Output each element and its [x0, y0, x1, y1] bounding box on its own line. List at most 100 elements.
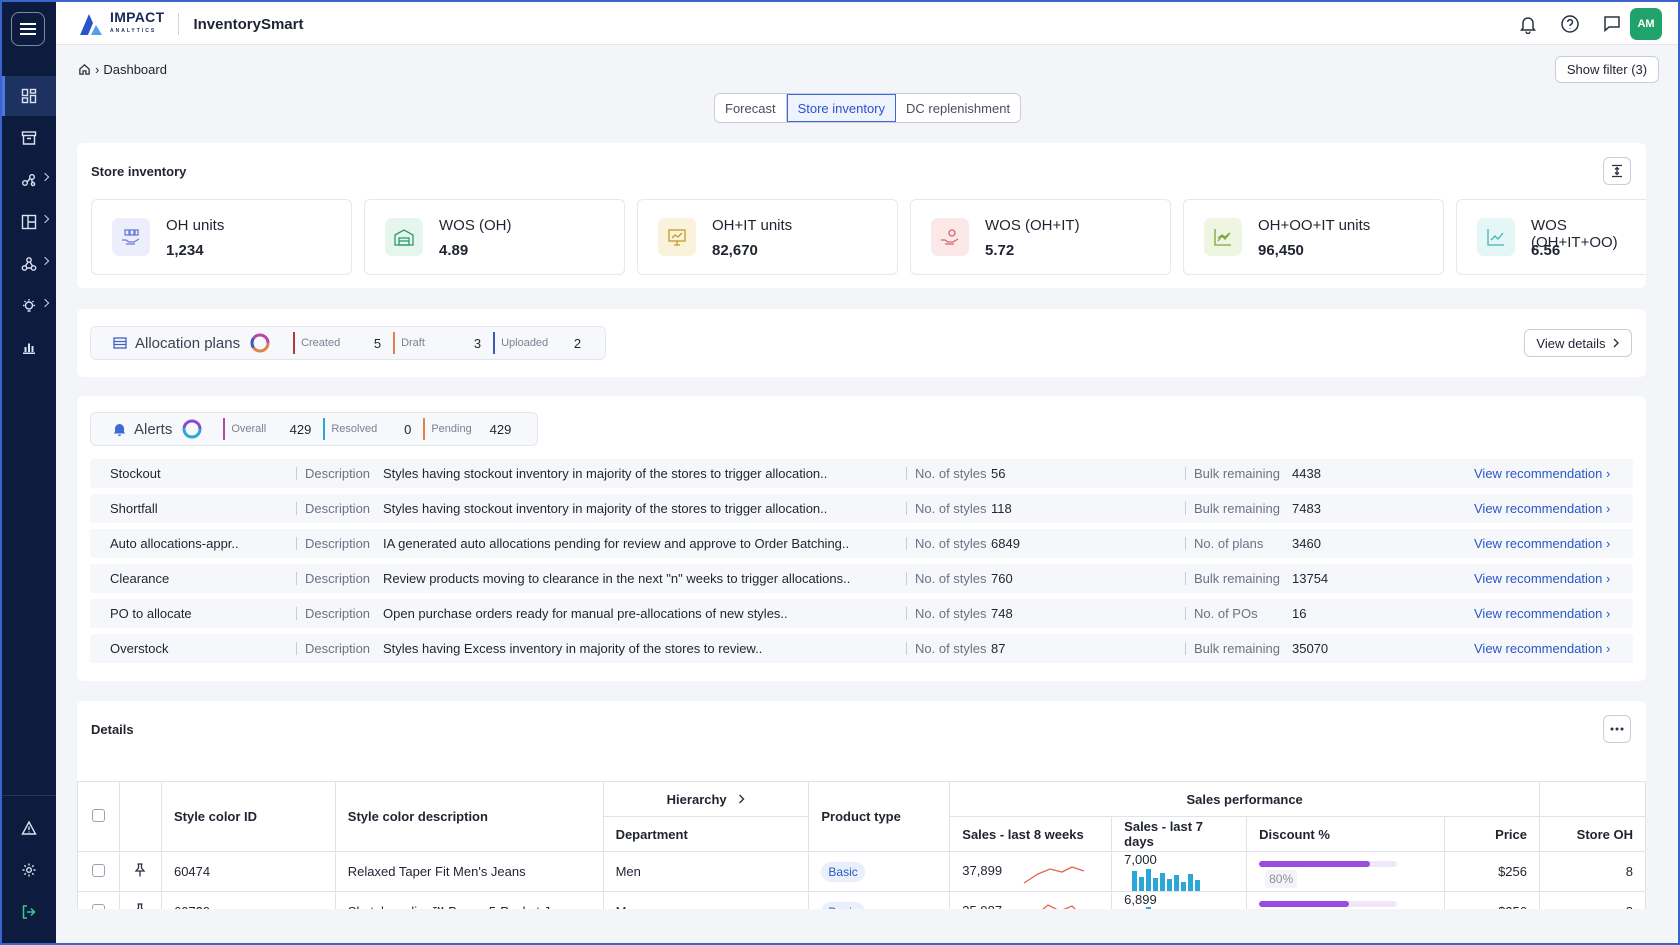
breadcrumb-current[interactable]: Dashboard	[103, 62, 167, 77]
stat-value: 2	[573, 335, 582, 351]
tab-store-inventory[interactable]: Store inventory	[786, 94, 897, 122]
discount-cell: 65%	[1246, 891, 1446, 909]
product-type-tag: Basic	[821, 862, 865, 882]
avatar[interactable]: AM	[1630, 8, 1662, 40]
alert-metric-1-value: 118	[991, 501, 1012, 516]
nav-integrations[interactable]	[2, 244, 56, 284]
stat-value: 429	[289, 421, 312, 437]
show-filter-button[interactable]: Show filter (3)	[1555, 56, 1659, 83]
view-recommendation-link[interactable]: View recommendation ›	[1474, 501, 1611, 516]
nav-dashboard[interactable]	[2, 76, 56, 116]
alert-metric-2-value: 3460	[1292, 536, 1321, 551]
kpi-value: 6.56	[1531, 242, 1561, 259]
kpi-wos-oh-it[interactable]: WOS (OH+IT) 5.72	[910, 199, 1171, 275]
view-recommendation-link[interactable]: View recommendation ›	[1474, 466, 1611, 481]
header-price[interactable]: Price	[1444, 816, 1540, 852]
sales-8w-cell: 35,987	[949, 891, 1113, 909]
kpi-label: WOS (OH)	[439, 217, 512, 234]
more-options-button[interactable]	[1603, 715, 1631, 743]
header-style-color-id[interactable]: Style color ID	[160, 781, 336, 852]
alert-name: Overstock	[110, 641, 169, 656]
nav-archive[interactable]	[2, 118, 56, 158]
product-type-cell: Basic	[808, 851, 951, 892]
header-empty	[1538, 781, 1646, 817]
price: $256	[1444, 891, 1540, 909]
header-style-color-description[interactable]: Style color description	[334, 781, 604, 852]
brand-subtitle: ANALYTICS	[110, 28, 157, 34]
product-type-cell: Basic	[808, 891, 951, 909]
pin-icon[interactable]	[134, 863, 146, 877]
bell-icon[interactable]	[1518, 14, 1538, 34]
nav-insights[interactable]	[2, 286, 56, 326]
alert-name: Stockout	[110, 466, 161, 481]
header-sales-last-7-days[interactable]: Sales - last 7 days	[1111, 816, 1248, 852]
more-horizontal-icon	[1610, 727, 1624, 731]
alert-name: PO to allocate	[110, 606, 192, 621]
column-divider	[296, 467, 297, 480]
table-row[interactable]: 60729Skateboarding™ Baggy 5-Pocket Jeans…	[77, 891, 1646, 909]
column-divider	[906, 642, 907, 655]
sales-7d-cell: 7,000	[1111, 851, 1248, 892]
stat-resolved: Resolved 0	[323, 418, 415, 440]
kpi-oh-it-units[interactable]: OH+IT units 82,670	[637, 199, 898, 275]
impact-logo-icon	[80, 14, 102, 35]
kpi-wos-oh[interactable]: WOS (OH) 4.89	[364, 199, 625, 275]
header-discount[interactable]: Discount %	[1246, 816, 1446, 852]
header-store-oh[interactable]: Store OH	[1538, 816, 1646, 852]
view-details-label: View details	[1536, 335, 1606, 351]
nav-logout[interactable]	[2, 892, 56, 932]
alert-description-label: Description	[305, 536, 371, 551]
alert-name: Clearance	[110, 571, 170, 586]
alert-row: Stockout Description Styles having stockou…	[90, 459, 1633, 488]
discount-progress-bar	[1259, 900, 1398, 907]
alert-metric-1-value: 748	[991, 606, 1013, 621]
nav-settings[interactable]	[2, 850, 56, 890]
row-checkbox[interactable]	[91, 863, 105, 877]
kpi-wos-oh-it-oo[interactable]: WOS (OH+IT+OO) 6.56	[1456, 199, 1646, 275]
kpi-oh-oo-it-units[interactable]: OH+OO+IT units 96,450	[1183, 199, 1444, 275]
menu-icon[interactable]	[11, 12, 45, 46]
alert-description: IA generated auto allocations pending fo…	[383, 536, 850, 551]
nav-layout[interactable]	[2, 202, 56, 242]
stat-pending: Pending 429	[423, 418, 515, 440]
table-row[interactable]: 60474 Relaxed Taper Fit Men's Jeans Men Bas…	[77, 851, 1646, 892]
help-icon[interactable]	[1560, 14, 1580, 34]
kpi-value: 5.72	[985, 242, 1015, 259]
header-sales-last-8-weeks[interactable]: Sales - last 8 weeks	[949, 816, 1113, 852]
kpi-label: OH+OO+IT units	[1258, 217, 1371, 234]
sales-bar	[1181, 882, 1187, 891]
view-recommendation-link[interactable]: View recommendation ›	[1474, 571, 1611, 586]
view-recommendation-link[interactable]: View recommendation ›	[1474, 606, 1611, 621]
alert-metric-2-value: 16	[1292, 606, 1307, 621]
tab-forecast[interactable]: Forecast	[715, 94, 787, 122]
dashboard-icon	[21, 88, 37, 104]
view-tabs: Forecast Store inventory DC replenishmen…	[714, 93, 1022, 123]
column-divider	[1185, 572, 1186, 585]
tab-dc-replenishment[interactable]: DC replenishment	[906, 100, 1011, 116]
nav-alerts[interactable]	[2, 808, 56, 848]
header-product-type[interactable]: Product type	[808, 781, 951, 852]
stat-label: Draft	[401, 337, 425, 349]
nav-reports[interactable]	[2, 328, 56, 368]
header-hierarchy[interactable]: Hierarchy	[602, 781, 810, 817]
home-icon[interactable]	[78, 63, 91, 76]
pin-icon[interactable]	[134, 903, 146, 909]
view-recommendation-link[interactable]: View recommendation ›	[1474, 536, 1611, 551]
kpi-oh-units[interactable]: OH units 1,234	[91, 199, 352, 275]
nav-network[interactable]	[2, 160, 56, 200]
layout-icon	[21, 214, 37, 230]
chat-icon[interactable]	[1602, 14, 1622, 34]
alerts-card: Alerts Overall 429 Resolved 0 Pending 429 S…	[77, 396, 1646, 681]
alert-description-label: Description	[305, 466, 371, 481]
header-department[interactable]: Department	[602, 816, 810, 852]
view-details-button[interactable]: View details	[1524, 329, 1632, 357]
collapse-button[interactable]	[1603, 157, 1631, 185]
column-divider	[906, 572, 907, 585]
alert-description-label: Description	[305, 641, 371, 656]
alert-metric-1-label: No. of styles	[915, 466, 987, 481]
app-logo[interactable]: IMPACT ANALYTICS InventorySmart	[78, 10, 303, 38]
select-all-checkbox[interactable]	[91, 808, 105, 822]
view-recommendation-link[interactable]: View recommendation ›	[1474, 641, 1611, 656]
stat-value: 5	[373, 335, 382, 351]
row-checkbox[interactable]	[91, 903, 105, 909]
